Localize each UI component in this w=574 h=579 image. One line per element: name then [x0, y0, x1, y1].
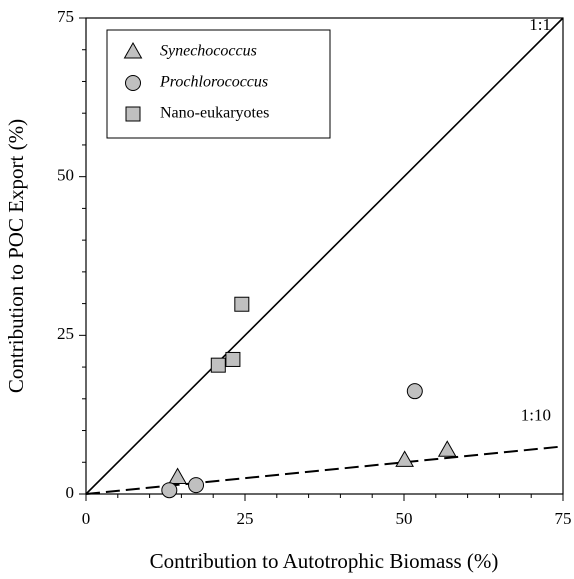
- data-point: [234, 296, 250, 312]
- y-axis-label: Contribution to POC Export (%): [4, 119, 28, 393]
- x-tick-label: 25: [237, 509, 254, 528]
- legend-entry: Prochlorococcus: [159, 74, 268, 91]
- legend-marker: [125, 75, 141, 91]
- data-point: [168, 467, 187, 484]
- reference-line: [85, 17, 564, 495]
- reference-label: 1:10: [521, 405, 551, 424]
- x-tick-label: 75: [555, 509, 572, 528]
- data-point: [225, 351, 241, 367]
- reference-line: [85, 445, 564, 495]
- data-point: [406, 383, 423, 400]
- data-point: [395, 450, 414, 467]
- x-tick-label: 50: [396, 509, 413, 528]
- legend-marker: [123, 41, 143, 59]
- x-axis-label: Contribution to Autotrophic Biomass (%): [150, 549, 499, 573]
- data-point: [188, 477, 205, 494]
- x-tick-label: 0: [82, 509, 91, 528]
- data-point: [437, 440, 457, 457]
- y-tick-label: 75: [57, 7, 74, 26]
- legend-marker: [125, 106, 141, 122]
- y-tick-label: 50: [57, 166, 74, 185]
- reference-label: 1:1: [529, 15, 551, 34]
- data-point: [161, 482, 178, 499]
- y-tick-label: 25: [57, 324, 74, 343]
- plot-frame: [85, 17, 564, 495]
- data-point: [210, 357, 226, 373]
- legend-box: [106, 29, 331, 139]
- legend-entry: Nano-eukaryotes: [160, 105, 269, 122]
- legend-entry: Synechococcus: [160, 43, 257, 60]
- y-tick-label: 0: [66, 483, 75, 502]
